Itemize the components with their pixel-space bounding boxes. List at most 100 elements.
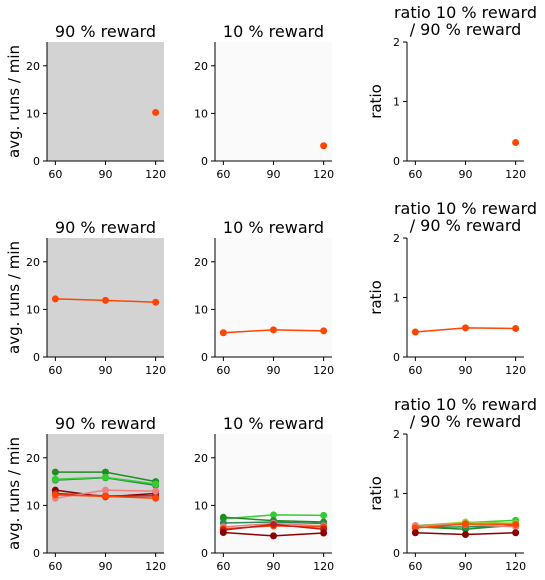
y-tick-label: 0 (201, 155, 208, 168)
y-tick-label: 10 (194, 303, 208, 316)
panel-r3-c1: 90 % reward avg. runs / min 0 10 20 60 90 120 (5, 414, 166, 573)
data-point (512, 520, 520, 528)
y-axis-label: avg. runs / min (5, 241, 23, 354)
series-1 (320, 142, 328, 150)
panel-r3-c3: ratio 10 % reward/ 90 % reward ratio 0 1 2 60… (367, 395, 537, 573)
panel-r3-c2: 10 % reward 0 10 20 60 90 120 (194, 414, 334, 573)
data-point (152, 298, 160, 306)
y-tick-label: 20 (194, 452, 208, 465)
data-point (51, 295, 59, 303)
y-tick-label: 10 (194, 499, 208, 512)
series-7 (51, 491, 160, 502)
y-tick-label: 0 (393, 155, 400, 168)
x-tick-label: 120 (505, 560, 526, 573)
panel-r1-c3: ratio 10 % reward/ 90 % reward ratio 0 1 2 60… (367, 3, 537, 181)
y-tick-label: 20 (26, 60, 40, 73)
data-point (270, 326, 277, 334)
x-tick-label: 60 (408, 168, 422, 181)
x-tick-label: 60 (48, 364, 62, 377)
panel-title: 10 % reward (223, 218, 324, 237)
y-axis-label: ratio (367, 476, 385, 511)
data-point (219, 513, 227, 521)
x-tick-label: 60 (48, 168, 62, 181)
panel-r2-c1: 90 % reward avg. runs / min 0 10 20 60 90 120 (5, 218, 166, 377)
x-tick-label: 90 (99, 364, 113, 377)
y-tick-label: 20 (194, 60, 208, 73)
panel-title: 90 % reward (55, 22, 156, 41)
x-tick-label: 60 (408, 364, 422, 377)
series-1 (51, 295, 160, 306)
panel-title: / 90 % reward (410, 20, 522, 39)
panel-title: 90 % reward (55, 218, 156, 237)
data-point (219, 529, 227, 537)
data-point (320, 142, 328, 150)
panel-r2-c3: ratio 10 % reward/ 90 % reward ratio 0 1 2 60… (367, 199, 537, 377)
y-tick-label: 0 (33, 547, 40, 560)
series-7 (411, 529, 520, 539)
panel-r1-c1: 90 % reward avg. runs / min 0 10 20 60 90 120 (5, 22, 166, 181)
panel-title: / 90 % reward (410, 216, 522, 235)
y-tick-label: 1 (393, 488, 400, 501)
x-tick-label: 90 (99, 168, 113, 181)
y-tick-label: 2 (393, 428, 400, 441)
data-point (102, 473, 109, 481)
panel-title: ratio 10 % reward (394, 3, 537, 22)
panel-title: 10 % reward (223, 414, 324, 433)
y-tick-label: 0 (201, 351, 208, 364)
y-tick-label: 10 (26, 499, 40, 512)
x-tick-label: 60 (216, 560, 230, 573)
panel-title: / 90 % reward (410, 412, 522, 431)
data-point (512, 139, 520, 147)
data-point (51, 468, 59, 476)
data-point (462, 531, 469, 539)
series-1 (219, 326, 328, 337)
panel-r1-c2: 10 % reward 0 10 20 60 90 120 (194, 22, 334, 181)
panel-title: 10 % reward (223, 22, 324, 41)
panel-background (407, 42, 524, 161)
panel-title: ratio 10 % reward (394, 199, 537, 218)
y-tick-label: 10 (26, 107, 40, 120)
data-point (462, 324, 469, 332)
series-1 (512, 139, 520, 147)
data-point (270, 520, 277, 528)
x-tick-label: 90 (459, 560, 473, 573)
panel-title: 90 % reward (55, 414, 156, 433)
x-tick-label: 90 (267, 168, 281, 181)
data-point (152, 487, 160, 495)
data-point (270, 532, 277, 540)
y-tick-label: 0 (33, 155, 40, 168)
series-1 (411, 324, 520, 336)
x-tick-label: 60 (216, 364, 230, 377)
y-axis-label: ratio (367, 280, 385, 315)
data-point (51, 475, 59, 483)
x-tick-label: 60 (48, 560, 62, 573)
x-tick-label: 90 (267, 560, 281, 573)
data-point (152, 480, 160, 488)
y-axis-label: avg. runs / min (5, 437, 23, 550)
panel-background (407, 238, 524, 357)
data-point (102, 296, 109, 304)
data-point (512, 529, 520, 537)
x-tick-label: 90 (99, 560, 113, 573)
x-tick-label: 60 (216, 168, 230, 181)
data-point (320, 327, 328, 335)
y-tick-label: 20 (194, 256, 208, 269)
x-tick-label: 120 (145, 168, 166, 181)
y-tick-label: 0 (201, 547, 208, 560)
panel-background (215, 238, 332, 357)
series-3 (51, 473, 160, 488)
data-point (320, 511, 328, 519)
y-tick-label: 20 (26, 256, 40, 269)
data-point (411, 328, 419, 336)
panel-r2-c2: 10 % reward 0 10 20 60 90 120 (194, 218, 334, 377)
data-point (152, 108, 160, 116)
data-point (270, 511, 277, 519)
y-tick-label: 0 (393, 351, 400, 364)
y-axis-label: ratio (367, 84, 385, 119)
x-tick-label: 90 (459, 364, 473, 377)
x-tick-label: 120 (505, 168, 526, 181)
y-tick-label: 0 (393, 547, 400, 560)
data-point (102, 492, 109, 500)
y-tick-label: 10 (194, 107, 208, 120)
